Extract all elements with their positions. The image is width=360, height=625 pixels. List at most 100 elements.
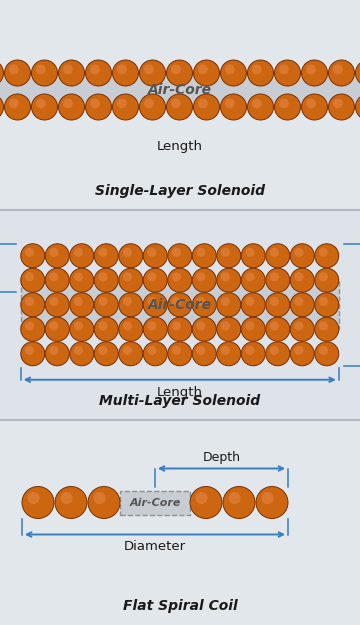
Circle shape: [49, 248, 58, 257]
Circle shape: [315, 244, 339, 268]
Circle shape: [294, 346, 303, 355]
Circle shape: [356, 60, 360, 86]
Circle shape: [98, 272, 107, 281]
Circle shape: [25, 272, 34, 281]
Circle shape: [70, 292, 94, 317]
Text: Air-Core: Air-Core: [148, 298, 212, 312]
Circle shape: [94, 268, 118, 292]
Text: Depth: Depth: [202, 451, 240, 464]
Circle shape: [221, 321, 230, 331]
Circle shape: [333, 98, 343, 108]
Circle shape: [275, 94, 301, 120]
Circle shape: [302, 60, 328, 86]
Circle shape: [90, 64, 100, 74]
Circle shape: [70, 244, 94, 268]
Circle shape: [256, 486, 288, 519]
Circle shape: [172, 297, 181, 306]
Circle shape: [245, 321, 255, 331]
Circle shape: [70, 318, 94, 341]
Circle shape: [123, 272, 132, 281]
Circle shape: [333, 64, 343, 74]
Bar: [0, 210, 360, 420]
Circle shape: [4, 60, 31, 86]
Circle shape: [119, 318, 143, 341]
Circle shape: [9, 64, 19, 74]
Circle shape: [147, 272, 157, 281]
Circle shape: [196, 272, 206, 281]
Circle shape: [45, 318, 69, 341]
Circle shape: [217, 244, 241, 268]
Circle shape: [74, 297, 83, 306]
Circle shape: [45, 244, 69, 268]
Circle shape: [190, 486, 222, 519]
Circle shape: [123, 248, 132, 257]
Circle shape: [195, 492, 208, 504]
Text: Diameter: Diameter: [124, 541, 186, 554]
Circle shape: [279, 98, 289, 108]
Circle shape: [194, 94, 220, 120]
Circle shape: [266, 244, 290, 268]
Circle shape: [144, 64, 154, 74]
Circle shape: [0, 60, 4, 86]
Bar: [0, 73, 360, 107]
Circle shape: [315, 292, 339, 317]
Circle shape: [172, 272, 181, 281]
Circle shape: [220, 94, 247, 120]
Circle shape: [74, 272, 83, 281]
Circle shape: [98, 346, 107, 355]
Circle shape: [4, 94, 31, 120]
Circle shape: [168, 318, 192, 341]
Circle shape: [270, 321, 279, 331]
Circle shape: [140, 60, 166, 86]
Circle shape: [172, 321, 181, 331]
Circle shape: [275, 60, 301, 86]
Circle shape: [21, 292, 45, 317]
Circle shape: [290, 318, 314, 341]
Circle shape: [32, 60, 58, 86]
Circle shape: [70, 342, 94, 366]
Circle shape: [196, 248, 206, 257]
Circle shape: [319, 248, 328, 257]
Circle shape: [245, 346, 255, 355]
Circle shape: [294, 321, 303, 331]
Circle shape: [94, 318, 118, 341]
Circle shape: [192, 318, 216, 341]
Text: Length: Length: [157, 386, 203, 399]
Circle shape: [241, 292, 265, 317]
Circle shape: [49, 321, 58, 331]
Circle shape: [88, 486, 120, 519]
Circle shape: [302, 94, 328, 120]
Circle shape: [119, 292, 143, 317]
Circle shape: [329, 94, 355, 120]
Circle shape: [45, 268, 69, 292]
Circle shape: [25, 321, 34, 331]
Circle shape: [98, 297, 107, 306]
Circle shape: [315, 268, 339, 292]
Circle shape: [143, 292, 167, 317]
Circle shape: [319, 346, 328, 355]
Circle shape: [194, 60, 220, 86]
Circle shape: [225, 98, 235, 108]
Circle shape: [192, 268, 216, 292]
Circle shape: [270, 272, 279, 281]
Circle shape: [74, 248, 83, 257]
Circle shape: [266, 292, 290, 317]
Circle shape: [147, 346, 157, 355]
Circle shape: [221, 346, 230, 355]
Circle shape: [45, 342, 69, 366]
Circle shape: [225, 64, 235, 74]
Circle shape: [147, 321, 157, 331]
Text: Single-Layer Solenoid: Single-Layer Solenoid: [95, 184, 265, 198]
Circle shape: [123, 346, 132, 355]
Circle shape: [290, 292, 314, 317]
Circle shape: [266, 318, 290, 341]
Circle shape: [221, 272, 230, 281]
Circle shape: [306, 64, 316, 74]
Circle shape: [245, 297, 255, 306]
Circle shape: [119, 268, 143, 292]
Circle shape: [217, 318, 241, 341]
Circle shape: [123, 321, 132, 331]
Circle shape: [217, 268, 241, 292]
Circle shape: [192, 244, 216, 268]
Circle shape: [220, 60, 247, 86]
